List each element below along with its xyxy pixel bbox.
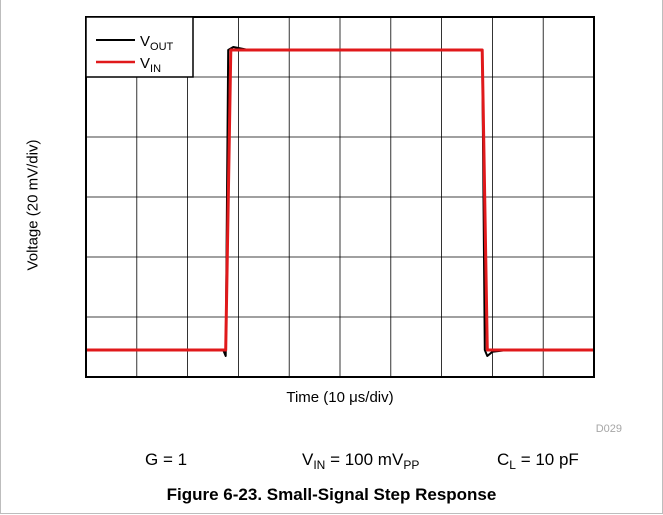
x-axis-label: Time (10 μs/div) — [86, 389, 594, 406]
legend-label-vout: VOUT — [140, 33, 174, 53]
condition-gain: G = 1 — [145, 450, 188, 469]
series-group — [86, 46, 594, 357]
x-axis-label-unit: μs/div) — [349, 389, 394, 406]
x-axis-label-prefix: Time (10 — [286, 389, 350, 406]
y-axis-label: Voltage (20 mV/div) — [24, 139, 42, 271]
legend-box — [85, 16, 194, 78]
legend-label-vin: VIN — [140, 55, 161, 75]
legend: VOUT VIN — [85, 16, 194, 78]
plot-border — [85, 16, 595, 378]
figure-code: D029 — [595, 423, 622, 435]
condition-vin: VIN = 100 mVPP — [302, 450, 420, 472]
series-line-vin — [86, 48, 594, 352]
condition-cl: CL = 10 pF — [497, 450, 579, 472]
grid — [86, 17, 594, 377]
figure-caption: Figure 6-23. Small-Signal Step Response — [166, 485, 497, 504]
